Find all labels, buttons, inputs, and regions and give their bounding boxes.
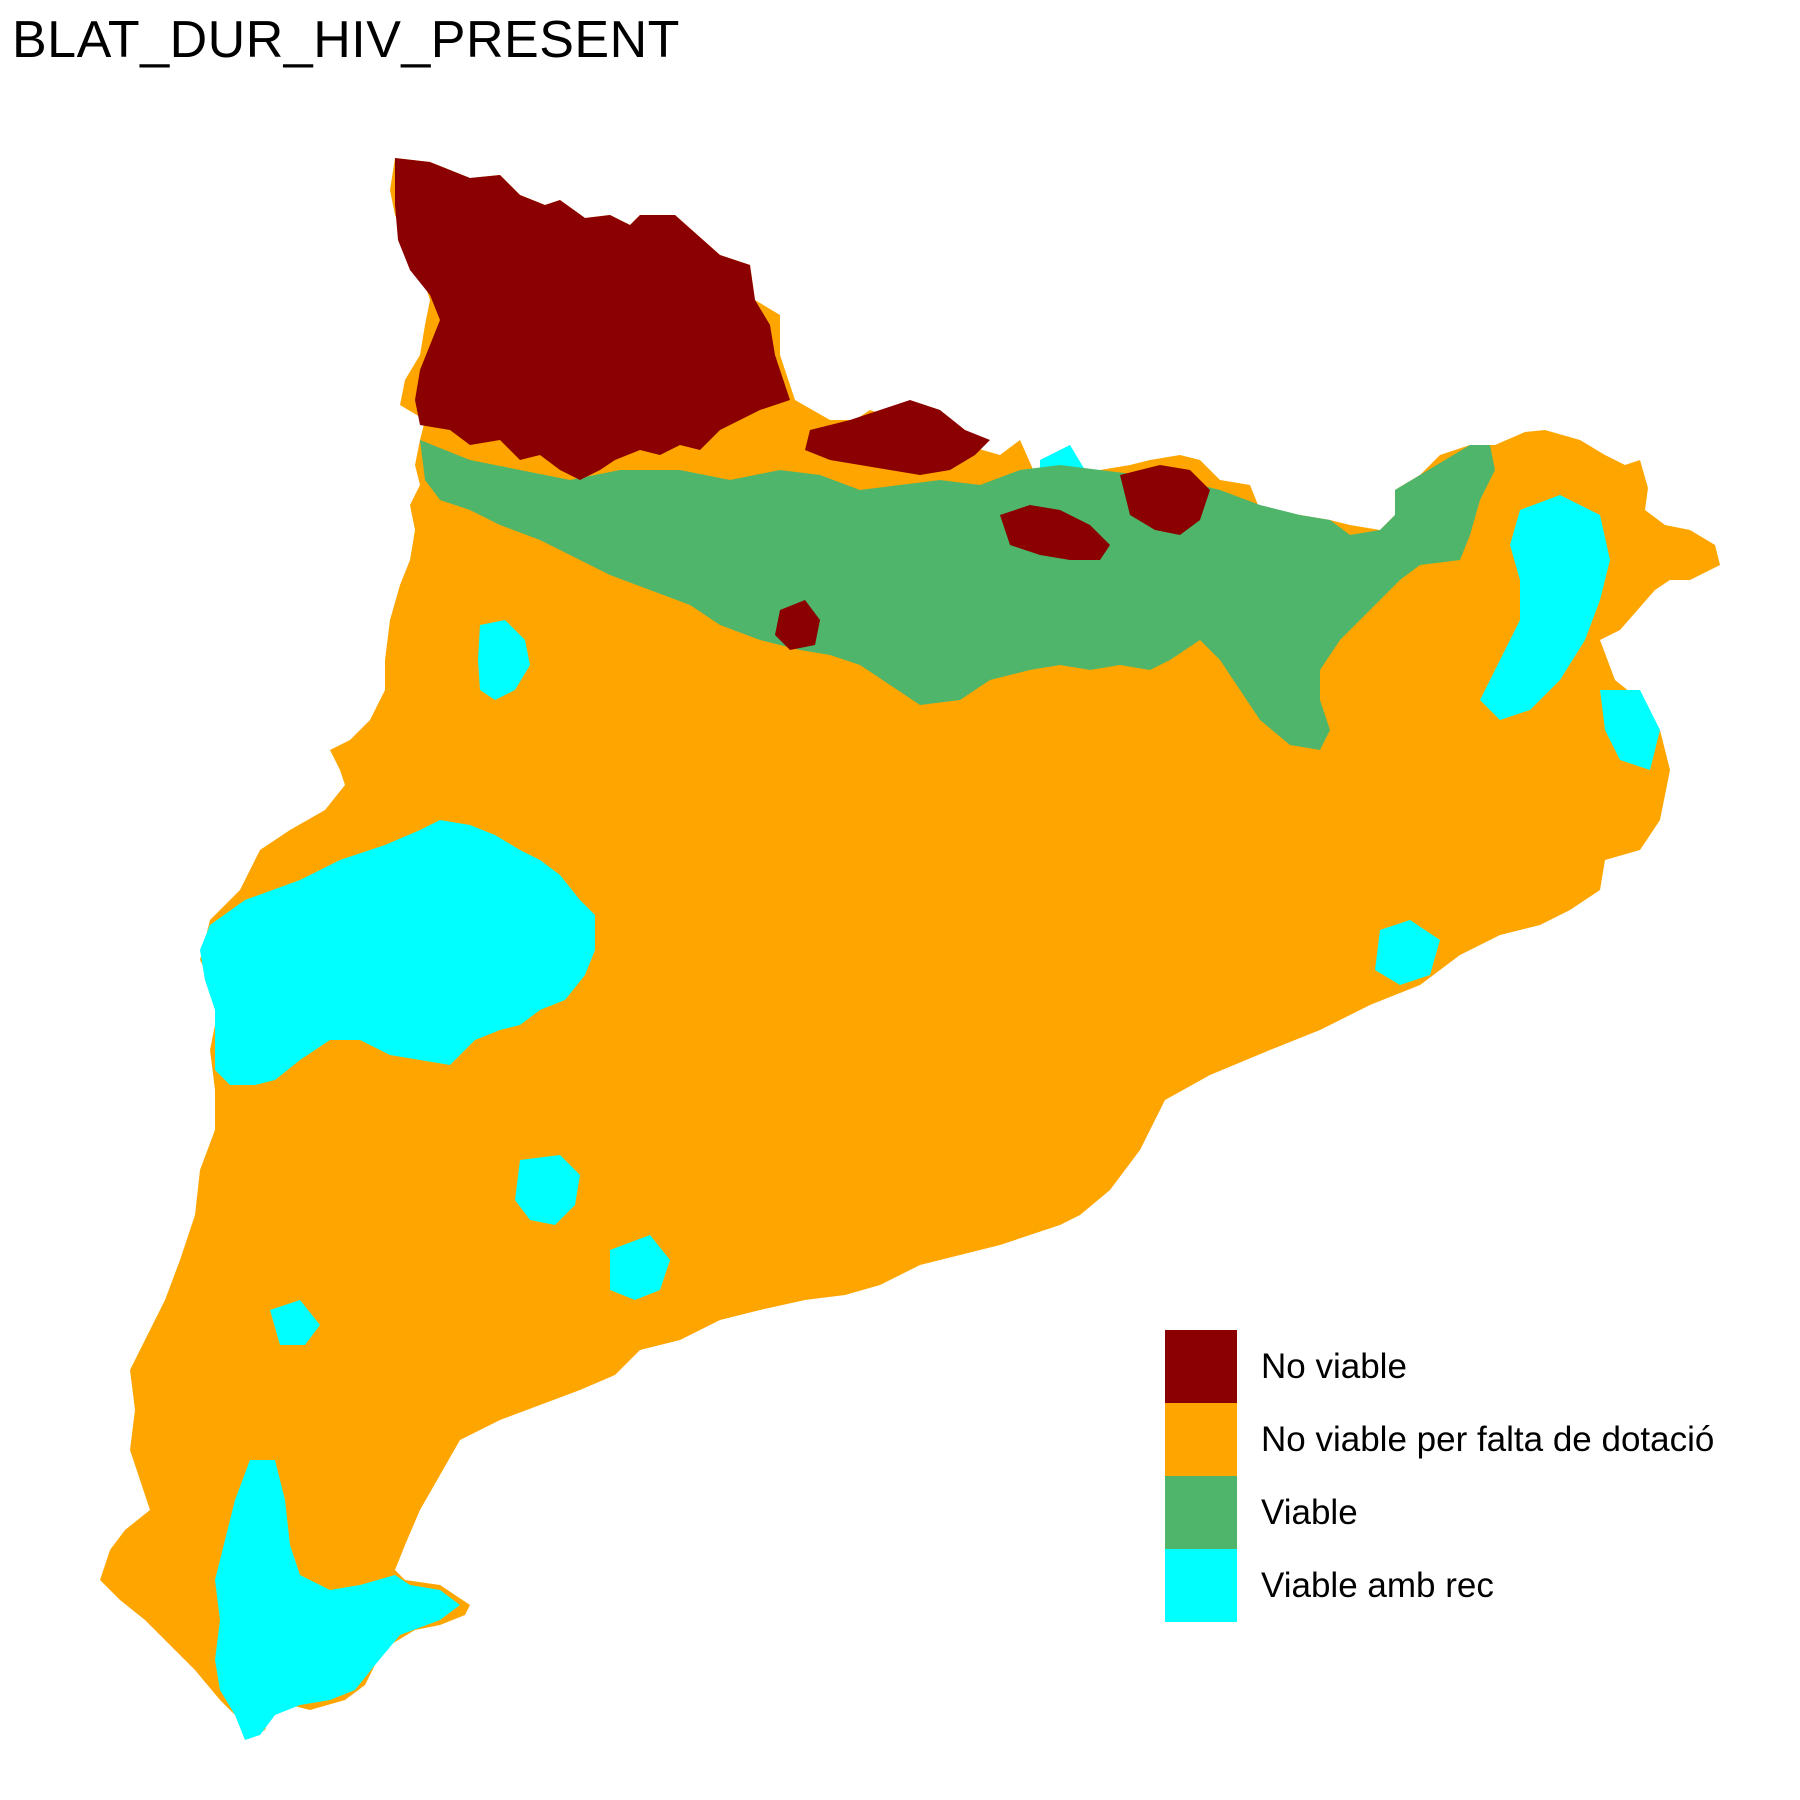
legend-item-no-viable-per-falta-de-dotacio: No viable per falta de dotació: [1165, 1403, 1714, 1476]
region-viable: [420, 440, 1495, 750]
legend: No viable No viable per falta de dotació…: [1165, 1330, 1714, 1622]
legend-label: Viable amb rec: [1261, 1565, 1494, 1605]
legend-swatch: [1165, 1403, 1237, 1476]
regions-no-viable: [395, 158, 1210, 650]
legend-label: No viable: [1261, 1346, 1407, 1386]
legend-swatch: [1165, 1476, 1237, 1549]
legend-swatch: [1165, 1549, 1237, 1622]
regions-viable-amb-rec: [200, 445, 1660, 1740]
legend-item-viable: Viable: [1165, 1476, 1714, 1549]
legend-swatch: [1165, 1330, 1237, 1403]
map-title: BLAT_DUR_HIV_PRESENT: [12, 11, 680, 69]
legend-item-viable-amb-rec: Viable amb rec: [1165, 1549, 1714, 1622]
legend-item-no-viable: No viable: [1165, 1330, 1714, 1403]
legend-label: Viable: [1261, 1492, 1358, 1532]
legend-label: No viable per falta de dotació: [1261, 1419, 1715, 1459]
